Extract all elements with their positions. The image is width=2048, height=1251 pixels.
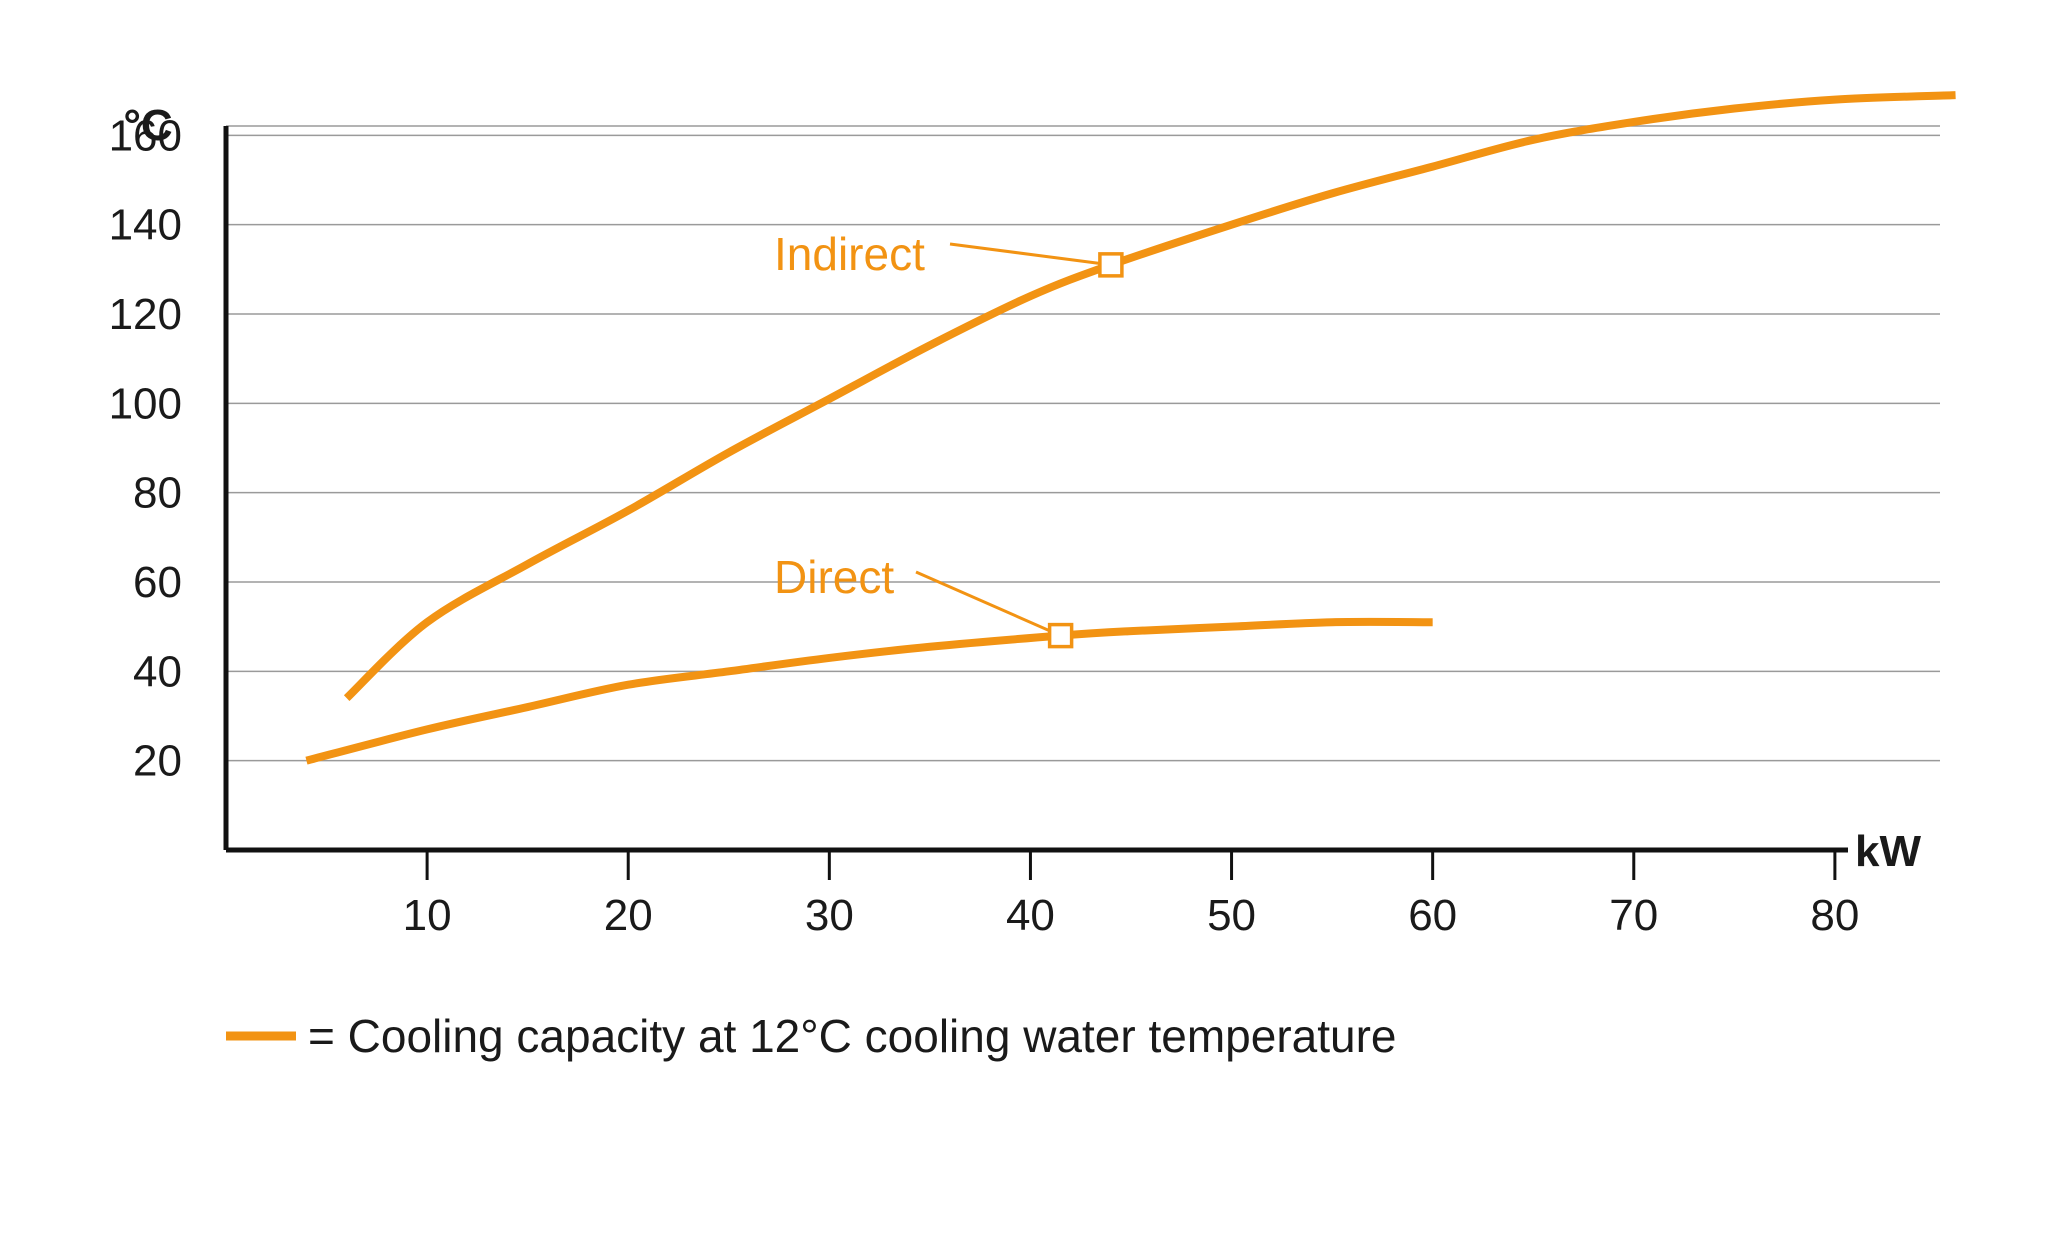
annotation-marker xyxy=(1047,622,1074,649)
x-tick-label: 80 xyxy=(1810,891,1859,940)
legend: = Cooling capacity at 12°C cooling water… xyxy=(226,1010,1396,1062)
y-tick-label: 20 xyxy=(133,737,182,786)
legend-text: = Cooling capacity at 12°C cooling water… xyxy=(308,1010,1396,1062)
y-tick-label: 120 xyxy=(109,290,182,339)
x-tick-label: 30 xyxy=(805,891,854,940)
series-line-direct xyxy=(305,617,1433,765)
annotation-leader xyxy=(949,242,1112,267)
y-tick-label: 80 xyxy=(133,469,182,518)
x-tick-label: 20 xyxy=(604,891,653,940)
y-axis-unit: °C xyxy=(123,101,172,150)
x-tick-label: 40 xyxy=(1006,891,1055,940)
series-annotations: Indirect Direct xyxy=(774,228,1124,649)
annotation-leader xyxy=(915,570,1062,637)
x-axis-unit: kW xyxy=(1855,827,1921,876)
annotation-label-direct: Direct xyxy=(774,551,894,603)
x-tick-label: 50 xyxy=(1207,891,1256,940)
axes: °C kW xyxy=(123,101,1921,876)
y-tick-label: 100 xyxy=(109,379,182,428)
x-tick-label: 70 xyxy=(1609,891,1658,940)
series-lines xyxy=(305,91,1956,765)
x-tick-label: 60 xyxy=(1408,891,1457,940)
annotation-label-indirect: Indirect xyxy=(774,228,925,280)
grid-lines xyxy=(226,125,1940,762)
series-line-indirect xyxy=(343,91,1956,702)
y-tick-label: 40 xyxy=(133,647,182,696)
tick-labels: 20 40 60 80 100 120 140 160 10 20 30 40 50 60 70 80 xyxy=(109,111,1860,940)
x-tick-label: 10 xyxy=(403,891,452,940)
annotation-marker xyxy=(1098,252,1124,278)
y-tick-label: 140 xyxy=(109,201,182,250)
y-tick-label: 60 xyxy=(133,558,182,607)
y-tick-label: 160 xyxy=(109,111,182,160)
